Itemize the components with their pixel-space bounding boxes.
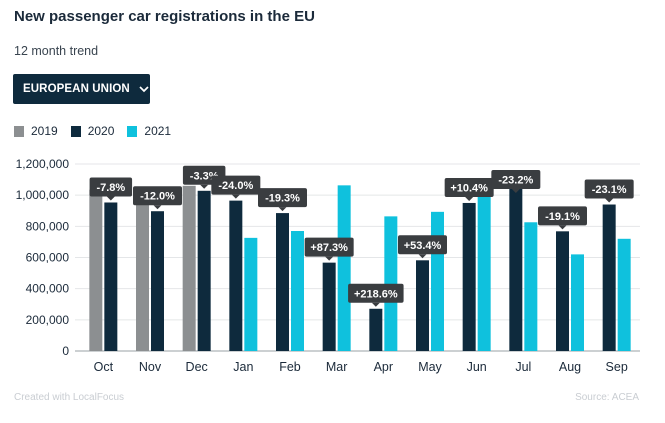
change-badge-pointer [418, 254, 427, 259]
bar-2021-feb [291, 231, 304, 351]
legend-swatch-2019 [14, 125, 24, 137]
change-badge-pointer [465, 196, 474, 201]
change-badge [444, 177, 494, 197]
change-badge-pointer [325, 256, 334, 261]
change-badge [133, 186, 182, 206]
bar-2021-jan [244, 237, 258, 351]
legend-label-2019: 2019 [31, 124, 58, 138]
bar-2021-mar [337, 185, 351, 351]
change-badge-pointer [231, 194, 240, 199]
x-tick-label: Jun [467, 360, 487, 374]
change-label: +218.6% [354, 288, 398, 300]
x-tick-label: Apr [374, 360, 393, 374]
change-badge [89, 177, 133, 197]
bar-2020-oct [104, 202, 118, 351]
change-label: +53.4% [404, 240, 442, 252]
change-badge [348, 283, 404, 303]
change-badge-pointer [605, 198, 614, 203]
region-dropdown-label: EUROPEAN UNION [23, 83, 130, 95]
x-tick-label: Aug [559, 360, 581, 374]
change-badge [304, 237, 354, 257]
x-tick-label: Oct [94, 360, 114, 374]
y-tick-label: 1,000,000 [16, 188, 70, 202]
chart-legend: 2019 2020 2021 [14, 124, 184, 138]
bar-2020-dec [197, 190, 211, 351]
change-label: -7.8% [96, 182, 125, 194]
bar-2021-sep [617, 238, 631, 351]
x-tick-label: Dec [186, 360, 208, 374]
change-badge-pointer [371, 302, 380, 307]
bar-2020-may [416, 260, 429, 351]
change-badge [584, 179, 634, 199]
bar-2021-may [431, 211, 444, 351]
legend-item-2021[interactable]: 2021 [127, 124, 171, 138]
change-badge-pointer [511, 189, 520, 193]
change-label: -19.1% [545, 211, 580, 223]
bar-2019-oct [89, 189, 103, 351]
change-badge [258, 188, 307, 208]
x-tick-label: Nov [139, 360, 162, 374]
x-tick-label: May [418, 360, 442, 374]
x-tick-label: Jul [515, 360, 531, 374]
bar-2020-jan [229, 200, 243, 351]
bar-2021-apr [384, 216, 398, 351]
change-label: +87.3% [310, 242, 348, 254]
x-tick-label: Jan [233, 360, 253, 374]
bar-2020-jul [509, 183, 523, 351]
change-badge-pointer [558, 225, 567, 230]
x-tick-label: Sep [606, 360, 628, 374]
x-tick-label: Mar [326, 360, 348, 374]
y-tick-label: 1,200,000 [16, 157, 70, 171]
y-tick-label: 400,000 [26, 282, 70, 296]
legend-item-2019[interactable]: 2019 [14, 124, 58, 138]
chart-title: New passenger car registrations in the E… [14, 8, 315, 25]
bar-2020-jun [462, 202, 476, 351]
footer-credit: Created with LocalFocus [14, 392, 125, 403]
change-badge [211, 175, 261, 195]
bar-2020-apr [369, 308, 383, 351]
change-badge [538, 206, 587, 226]
bar-2020-nov [151, 211, 164, 351]
y-tick-label: 600,000 [26, 251, 70, 265]
y-tick-label: 200,000 [26, 313, 70, 327]
bar-2019-dec [182, 185, 196, 351]
change-label: -23.1% [592, 184, 627, 196]
change-label: -24.0% [218, 180, 253, 192]
legend-swatch-2021 [127, 125, 138, 137]
bar-2020-sep [602, 204, 616, 351]
change-badge [398, 235, 447, 255]
change-badge-pointer [153, 205, 162, 210]
chart-subtitle: 12 month trend [14, 44, 99, 58]
legend-label-2021: 2021 [144, 124, 172, 138]
bar-2019-nov [136, 192, 149, 351]
change-badge [491, 170, 541, 189]
change-label: -19.3% [265, 193, 300, 205]
bar-2021-jul [524, 222, 538, 351]
change-badge-pointer [200, 184, 209, 189]
legend-swatch-2020 [70, 125, 81, 137]
bar-2021-aug [571, 254, 584, 351]
change-badge-pointer [278, 207, 287, 212]
bar-2020-aug [556, 231, 569, 351]
bar-2020-feb [276, 213, 289, 351]
change-badge-pointer [106, 196, 115, 201]
y-tick-label: 800,000 [26, 219, 70, 233]
legend-item-2020[interactable]: 2020 [70, 124, 115, 138]
footer-source: Source: ACEA [575, 392, 639, 403]
region-dropdown[interactable]: EUROPEAN UNION [13, 74, 150, 104]
chevron-down-icon [139, 85, 149, 93]
change-label: +10.4% [450, 182, 488, 194]
legend-label-2020: 2020 [87, 124, 115, 138]
x-tick-label: Feb [279, 360, 301, 374]
change-label: -12.0% [140, 191, 175, 203]
bar-2020-mar [322, 262, 336, 351]
change-label: -23.2% [498, 175, 533, 187]
bar-2021-jun [477, 187, 491, 351]
y-tick-label: 0 [62, 344, 69, 358]
